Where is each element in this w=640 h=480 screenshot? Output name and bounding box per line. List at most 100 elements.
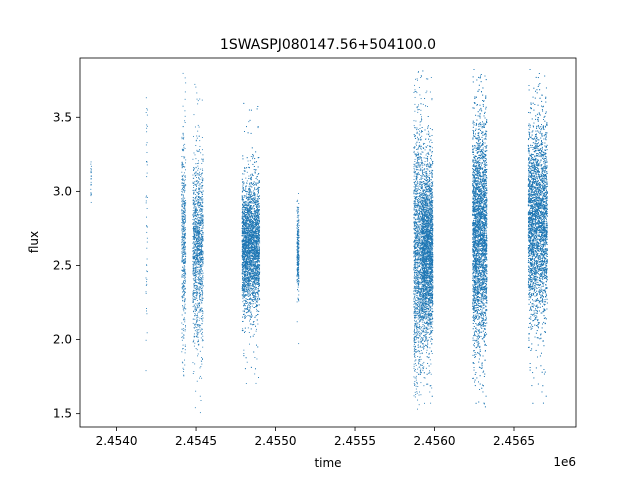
data-point <box>248 218 250 219</box>
data-point <box>183 374 185 376</box>
data-point <box>202 338 204 340</box>
data-point <box>199 190 201 192</box>
data-point <box>196 222 198 224</box>
data-point <box>183 251 185 253</box>
data-point <box>193 207 195 209</box>
data-point <box>196 200 197 202</box>
data-point <box>185 184 187 186</box>
data-point <box>181 257 183 259</box>
data-point <box>195 303 197 305</box>
data-point <box>196 249 198 251</box>
data-point <box>182 266 184 268</box>
data-point <box>194 212 196 214</box>
data-point <box>182 337 184 339</box>
data-point <box>201 265 203 267</box>
data-point <box>199 219 200 221</box>
data-point <box>202 287 204 289</box>
data-point <box>198 324 200 326</box>
data-point <box>197 231 199 233</box>
data-point <box>181 165 183 167</box>
data-point <box>197 277 199 278</box>
data-point <box>194 363 196 365</box>
data-point <box>146 258 148 260</box>
data-point <box>193 241 195 243</box>
data-point <box>243 195 245 197</box>
data-point <box>195 295 197 296</box>
data-point <box>194 342 196 344</box>
data-point <box>198 261 200 263</box>
data-point <box>201 173 203 174</box>
data-point <box>197 234 199 236</box>
data-point <box>184 197 186 199</box>
data-point <box>195 262 197 264</box>
data-point <box>198 297 200 299</box>
data-point <box>198 302 200 304</box>
data-point <box>184 246 186 248</box>
data-point <box>248 121 250 123</box>
data-point <box>200 337 202 339</box>
data-point <box>183 207 185 209</box>
data-point <box>182 137 184 139</box>
data-point <box>182 271 184 272</box>
data-point <box>199 303 201 305</box>
data-point <box>194 204 196 205</box>
data-point <box>192 236 194 237</box>
data-point <box>251 305 253 307</box>
data-point <box>198 254 200 256</box>
data-point <box>242 224 244 226</box>
data-point <box>259 222 260 224</box>
data-point <box>181 361 183 363</box>
data-point <box>202 275 204 277</box>
data-point <box>198 187 199 189</box>
data-point <box>202 252 204 254</box>
data-point <box>183 244 185 246</box>
data-point <box>243 235 245 237</box>
data-point <box>198 331 200 333</box>
data-point <box>90 201 92 203</box>
data-point <box>194 308 196 310</box>
data-point <box>251 186 253 188</box>
data-point <box>254 373 256 375</box>
data-point <box>183 243 185 245</box>
data-point <box>193 135 194 137</box>
data-point <box>197 181 199 183</box>
data-point <box>194 213 196 215</box>
data-point <box>185 273 186 275</box>
data-point <box>200 250 202 252</box>
data-point <box>195 210 197 212</box>
data-point <box>244 315 246 316</box>
data-point <box>198 253 200 255</box>
data-point <box>196 213 198 215</box>
data-point <box>184 259 186 261</box>
data-point <box>201 291 203 293</box>
data-point <box>246 361 248 363</box>
data-point <box>193 222 195 224</box>
data-point <box>202 278 204 280</box>
data-point <box>199 309 201 311</box>
data-point <box>90 181 92 183</box>
data-point <box>256 308 258 310</box>
data-point <box>184 91 186 93</box>
data-point <box>146 208 148 209</box>
data-point <box>193 214 195 216</box>
data-point <box>182 254 184 256</box>
data-point <box>199 239 201 241</box>
data-point <box>247 160 249 162</box>
data-point <box>193 247 195 249</box>
data-point <box>202 285 204 286</box>
data-point <box>199 203 201 204</box>
data-point <box>251 238 253 240</box>
data-point <box>193 192 195 194</box>
data-point <box>193 273 195 275</box>
data-point <box>254 283 256 285</box>
data-point <box>258 181 260 183</box>
data-point <box>251 208 253 210</box>
data-point <box>201 158 203 160</box>
data-point <box>253 333 255 335</box>
data-point <box>197 287 199 289</box>
data-point <box>193 256 195 258</box>
data-point <box>196 349 198 351</box>
data-point <box>201 311 203 313</box>
data-point <box>184 319 186 321</box>
data-point <box>242 275 243 277</box>
